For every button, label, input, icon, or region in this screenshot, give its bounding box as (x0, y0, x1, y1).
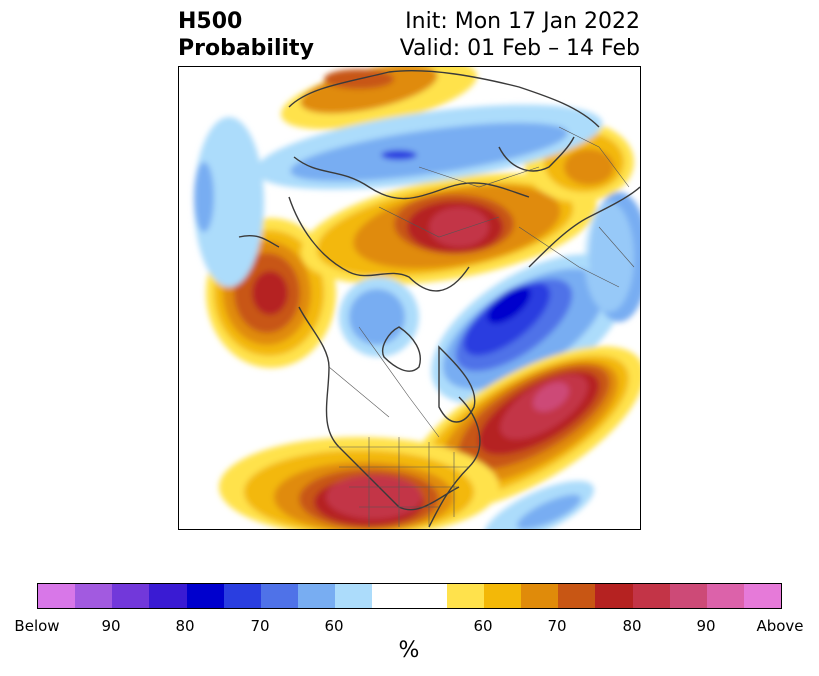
colorbar-tick-label: 70 (250, 617, 270, 635)
colorbar-cell (223, 584, 261, 608)
anomaly-shading (194, 67, 640, 529)
plot-title-right: Init: Mon 17 Jan 2022 Valid: 01 Feb – 14… (400, 8, 640, 62)
colorbar-tick-label: 60 (473, 617, 493, 635)
colorbar-cell (186, 584, 224, 608)
init-date-label: Init: Mon 17 Jan 2022 (405, 9, 640, 34)
colorbar-cell (558, 584, 596, 608)
colorbar-tick-label: 80 (175, 617, 195, 635)
colorbar-cell (112, 584, 150, 608)
colorbar-cell (75, 584, 113, 608)
colorbar-cell (743, 584, 782, 608)
valid-range-label: Valid: 01 Feb – 14 Feb (399, 36, 640, 61)
colorbar-unit-label: % (398, 638, 420, 663)
colorbar-cell (521, 584, 559, 608)
colorbar-cell (38, 584, 76, 608)
colorbar-cell (706, 584, 744, 608)
colorbar-cell (335, 584, 373, 608)
border-lines-icon (328, 126, 635, 527)
colorbar-tick-label: 60 (324, 617, 344, 635)
colorbar-cell (409, 584, 447, 608)
colorbar-cell (595, 584, 633, 608)
colorbar-cell (149, 584, 187, 608)
colorbar (37, 583, 782, 609)
title-product-name: Probability (178, 36, 314, 61)
colorbar-tick-label: 90 (696, 617, 716, 635)
colorbar-tick-label: 70 (547, 617, 567, 635)
plot-title-left: H500 Probability (178, 8, 314, 62)
title-field-name: H500 (178, 9, 243, 34)
colorbar-tick-label: 90 (101, 617, 121, 635)
map-panel (178, 66, 641, 530)
coastline-lines-icon (238, 69, 640, 528)
colorbar-cell (372, 584, 410, 608)
orthographic-map-icon (179, 67, 640, 529)
colorbar-cell (446, 584, 484, 608)
colorbar-cell (632, 584, 670, 608)
colorbar-cell (483, 584, 522, 608)
colorbar-cell (298, 584, 336, 608)
colorbar-tick-label: Above (756, 617, 804, 635)
colorbar-cell (260, 584, 299, 608)
colorbar-tick-label: Below (14, 617, 60, 635)
colorbar-cell (669, 584, 707, 608)
colorbar-tick-label: 80 (622, 617, 642, 635)
